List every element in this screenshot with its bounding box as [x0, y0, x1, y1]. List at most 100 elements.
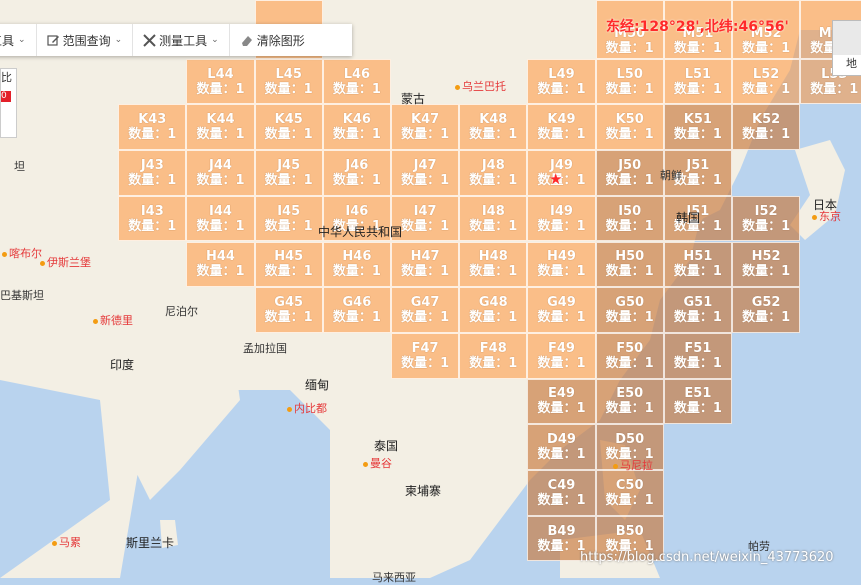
grid-cell[interactable]: C49 数量：1 — [527, 470, 596, 516]
grid-cell[interactable]: H48 数量：1 — [459, 241, 528, 288]
grid-cell[interactable]: J49 数量：1 — [527, 150, 596, 196]
grid-cell[interactable]: H49 数量：1 — [527, 241, 596, 288]
grid-cell[interactable]: F50 数量：1 — [595, 332, 664, 379]
grid-cell[interactable]: J43 数量：1 — [118, 150, 187, 196]
grid-cell[interactable]: L53数量：1 — [800, 58, 861, 105]
grid-cell[interactable]: I44 数量：1 — [186, 195, 255, 242]
grid-cell[interactable]: K51 数量：1 — [663, 104, 732, 151]
grid-cell[interactable]: L50 数量：1 — [595, 58, 664, 105]
grid-cell[interactable]: H46 数量：1 — [322, 241, 391, 288]
grid-cell[interactable]: H51 数量：1 — [663, 241, 732, 288]
grid-cell[interactable]: G45 数量：1 — [254, 287, 323, 333]
grid-cell[interactable]: H44 数量：1 — [186, 241, 255, 288]
grid-cell[interactable]: G48 数量：1 — [459, 287, 528, 333]
grid-cell[interactable]: B49 数量：1 — [527, 515, 596, 562]
grid-cell-code: J49 — [550, 157, 573, 173]
count-prefix: 数量： — [742, 40, 782, 56]
grid-cell[interactable]: G47 数量：1 — [391, 287, 460, 333]
city-dot-icon — [363, 461, 368, 467]
grid-cell[interactable]: I45 数量：1 — [254, 195, 323, 242]
count-value: 1 — [644, 81, 654, 97]
grid-cell[interactable]: F51 数量：1 — [663, 332, 732, 379]
map-type-control[interactable]: 地 — [832, 20, 861, 76]
grid-cell[interactable]: H52 数量：1 — [732, 241, 801, 288]
grid-cell[interactable]: J45 数量：1 — [254, 150, 323, 196]
grid-cell-code: H45 — [274, 249, 304, 265]
grid-cell[interactable]: L46 数量：1 — [322, 58, 391, 105]
grid-cell[interactable]: I50 数量：1 — [595, 195, 664, 242]
grid-cell[interactable]: I43 数量：1 — [118, 195, 187, 242]
grid-cell[interactable]: J48 数量：1 — [459, 150, 528, 196]
measure-tools-button-label: 测量工具 — [159, 33, 208, 48]
grid-cell[interactable]: I49 数量：1 — [527, 195, 596, 242]
measure-tools-dropdown-button[interactable]: 测量工具 ⌄ — [133, 24, 230, 56]
grid-cell[interactable]: B50 数量：1 — [595, 515, 664, 562]
map-place-label-text: 伊斯兰堡 — [47, 256, 91, 269]
grid-cell[interactable]: K50 数量：1 — [595, 104, 664, 151]
tools-dropdown-button[interactable]: 工具 ⌄ — [0, 24, 37, 56]
grid-cell[interactable]: M52 数量：1 — [732, 0, 801, 59]
grid-cell[interactable]: G46 数量：1 — [322, 287, 391, 333]
grid-cell-count: 数量：1 — [333, 310, 381, 325]
grid-cell[interactable]: K44 数量：1 — [186, 104, 255, 151]
grid-cell-code: G49 — [547, 295, 576, 311]
grid-cell[interactable]: F47 数量：1 — [391, 332, 460, 379]
grid-cell[interactable]: I51 数量：1 — [663, 195, 732, 242]
grid-cell[interactable]: K48 数量：1 — [459, 104, 528, 151]
grid-cell[interactable]: C50 数量：1 — [595, 470, 664, 516]
grid-cell[interactable]: I48 数量：1 — [459, 195, 528, 242]
grid-cell[interactable]: F48 数量：1 — [459, 332, 528, 379]
grid-cell-count: 数量：1 — [265, 173, 313, 188]
clear-shapes-button[interactable]: 清除图形 — [230, 24, 315, 56]
grid-cell[interactable]: G51 数量：1 — [663, 287, 732, 333]
scale-control[interactable]: 比 0 — [0, 68, 17, 138]
grid-cell[interactable]: E51 数量：1 — [663, 378, 732, 425]
grid-cell[interactable]: L49 数量：1 — [527, 58, 596, 105]
grid-cell[interactable]: J44 数量：1 — [186, 150, 255, 196]
grid-cell[interactable]: H50 数量：1 — [595, 241, 664, 288]
grid-cell[interactable]: E49 数量：1 — [527, 378, 596, 425]
grid-cell[interactable]: G49 数量：1 — [527, 287, 596, 333]
grid-cell[interactable]: J46 数量：1 — [322, 150, 391, 196]
watermark-text: https://blog.csdn.net/weixin_43773620 — [580, 550, 834, 565]
city-dot-icon — [2, 251, 7, 257]
grid-cell[interactable]: J50 数量：1 — [595, 150, 664, 196]
grid-cell-code: F47 — [411, 340, 439, 356]
grid-cell[interactable]: K49 数量：1 — [527, 104, 596, 151]
grid-cell[interactable]: G50 数量：1 — [595, 287, 664, 333]
grid-cell[interactable]: G52 数量：1 — [732, 287, 801, 333]
grid-cell[interactable]: J51 数量：1 — [663, 150, 732, 196]
grid-cell[interactable]: K46 数量：1 — [322, 104, 391, 151]
grid-cell[interactable]: E50 数量：1 — [595, 378, 664, 425]
grid-cell[interactable]: H45 数量：1 — [254, 241, 323, 288]
grid-cell[interactable]: L45 数量：1 — [254, 58, 323, 105]
grid-cell[interactable]: J47 数量：1 — [391, 150, 460, 196]
grid-cell[interactable]: K45 数量：1 — [254, 104, 323, 151]
range-query-dropdown-button[interactable]: 范围查询 ⌄ — [37, 24, 134, 56]
grid-cell-code: I50 — [618, 203, 642, 219]
grid-cell[interactable]: D49 数量：1 — [527, 424, 596, 470]
grid-cell[interactable]: I47 数量：1 — [391, 195, 460, 242]
grid-cell[interactable]: K52 数量：1 — [732, 104, 801, 151]
count-value: 1 — [576, 81, 586, 97]
map-place-label: 马来西亚 — [372, 569, 416, 585]
grid-cell[interactable]: I52 数量：1 — [732, 195, 801, 242]
grid-cell-count: 数量：1 — [606, 539, 654, 554]
grid-cell[interactable]: F49 数量：1 — [527, 332, 596, 379]
grid-cell[interactable]: L44 数量：1 — [186, 58, 255, 105]
grid-cell[interactable]: L51 数量：1 — [663, 58, 732, 105]
count-value: 1 — [712, 81, 722, 97]
grid-cell[interactable]: K47 数量：1 — [391, 104, 460, 151]
grid-cell[interactable]: H47 数量：1 — [391, 241, 460, 288]
eraser-icon — [241, 35, 252, 46]
grid-cell[interactable]: L52 数量：1 — [732, 58, 801, 105]
count-prefix: 数量： — [605, 492, 645, 508]
grid-cell-count: 数量：1 — [674, 310, 722, 325]
grid-cell[interactable]: I46 数量：1 — [322, 195, 391, 242]
grid-cell[interactable]: K43 数量：1 — [118, 104, 187, 151]
grid-cell[interactable]: M50 数量：1 — [595, 0, 664, 59]
grid-cell[interactable]: M51 数量：1 — [663, 0, 732, 59]
beijing-star-icon: ★ — [549, 170, 563, 188]
grid-cell[interactable]: D50 数量：1 — [595, 424, 664, 470]
